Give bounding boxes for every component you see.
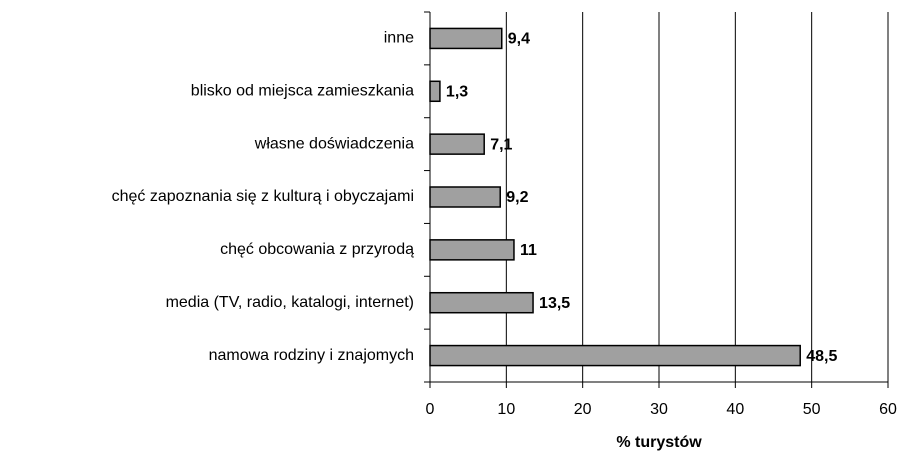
data-label: 1,3 [446, 84, 468, 101]
x-tick-label: 50 [803, 401, 821, 418]
y-tick-label: namowa rodziny i znajomych [209, 347, 414, 364]
bar [429, 239, 515, 261]
bar [429, 133, 485, 155]
y-tick-label: blisko od miejsca zamieszkania [191, 83, 414, 100]
data-label: 7,1 [490, 136, 512, 153]
data-label: 9,2 [506, 189, 528, 206]
x-tick-label: 60 [879, 401, 897, 418]
data-label: 48,5 [806, 348, 837, 365]
x-tick-label: 20 [574, 401, 592, 418]
y-tick-label: media (TV, radio, katalogi, internet) [166, 294, 414, 311]
x-tick-label: 30 [650, 401, 668, 418]
data-label: 11 [520, 242, 537, 259]
x-axis-title: % turystów [616, 434, 702, 451]
x-tick-label: 40 [726, 401, 744, 418]
x-tick-label: 0 [426, 401, 435, 418]
bar [429, 344, 801, 367]
bar [429, 80, 441, 103]
bar [429, 186, 501, 208]
data-label: 13,5 [539, 295, 570, 312]
data-label: 9,4 [508, 31, 530, 48]
y-tick-label: chęć obcowania z przyrodą [220, 241, 414, 258]
y-tick-label: chęć zapoznania się z kulturą i obyczaja… [112, 188, 414, 205]
y-tick-label: własne doświadczenia [254, 135, 414, 152]
bar [429, 27, 503, 50]
y-tick-label: inne [384, 30, 414, 47]
x-tick-label: 10 [497, 401, 515, 418]
bar [429, 291, 534, 314]
